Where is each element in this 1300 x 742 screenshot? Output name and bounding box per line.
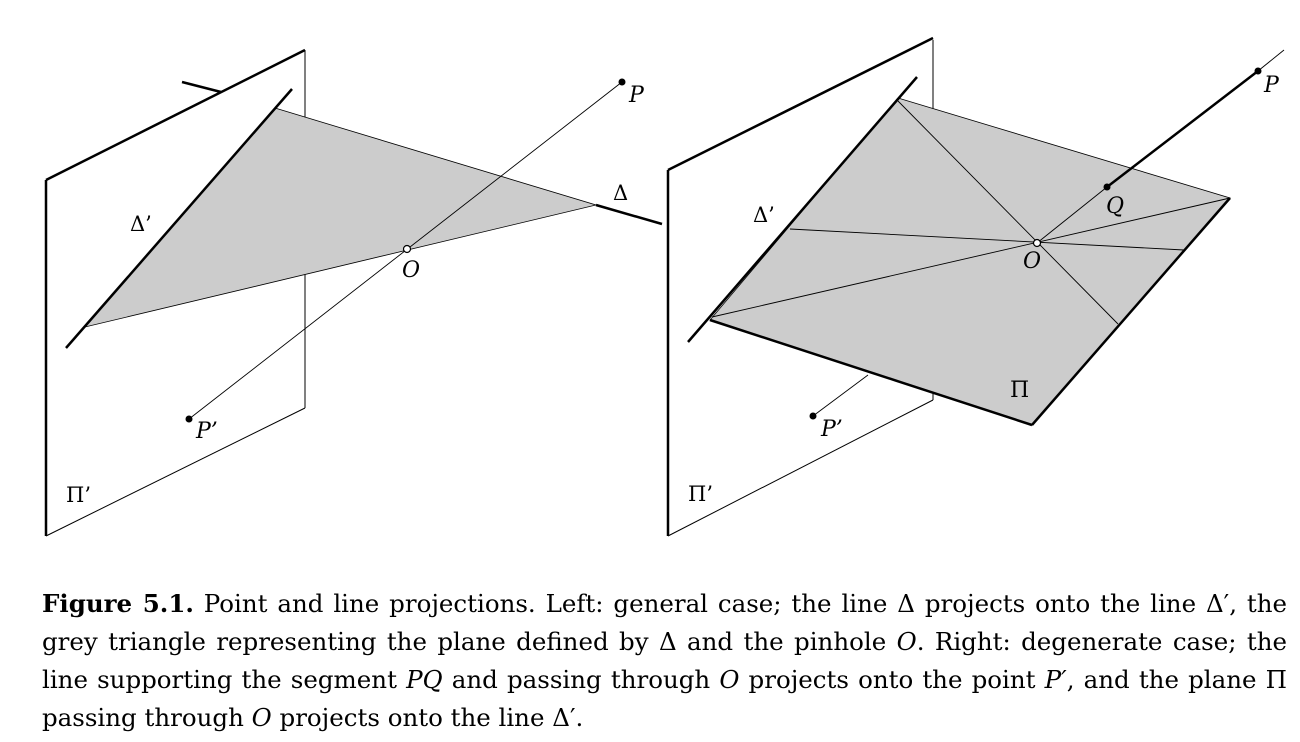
caption-label: Figure 5.1. — [42, 589, 194, 618]
caption-text-3: and passing through — [442, 665, 720, 694]
right-plane-pi-right-edge — [1031, 197, 1231, 426]
left-label-p-prime: P’ — [195, 419, 218, 444]
left-diagram: P P’ O Δ Δ’ Π’ — [44, 48, 663, 537]
figure-caption: Figure 5.1. Point and line projections. … — [42, 585, 1287, 737]
right-label-pi: Π — [1010, 378, 1029, 403]
left-label-delta: Δ — [613, 181, 628, 205]
left-pinhole-o — [402, 244, 412, 254]
left-label-pi-prime: Π’ — [66, 483, 91, 507]
right-plane-pi-bottom-edge — [709, 318, 1033, 427]
left-delta-prime-line — [65, 88, 293, 349]
left-image-plane-top-edge — [45, 48, 306, 182]
right-point-q — [1103, 183, 1111, 191]
left-image-plane-bottom-edge — [45, 407, 306, 537]
caption-symbol-o: O — [251, 703, 272, 732]
right-delta-prime-line — [687, 76, 918, 343]
caption-symbol-o: O — [719, 665, 740, 694]
right-segment-extension — [1257, 49, 1285, 72]
caption-symbol-p-prime: P′ — [1044, 665, 1067, 694]
caption-symbol-pq: PQ — [406, 665, 443, 694]
right-ray-to-p-prime — [812, 374, 869, 417]
right-diagram: P Q O P’ Π Δ’ Π’ — [666, 36, 1285, 537]
caption-text-1: Point and line projections. Left: genera… — [42, 589, 1287, 656]
left-label-o: O — [402, 258, 420, 283]
right-label-pi-prime: Π’ — [688, 482, 713, 506]
right-point-p — [1254, 67, 1262, 75]
right-plane-line-2 — [789, 228, 1185, 251]
right-plane-line-3 — [711, 197, 1231, 318]
right-point-p-prime — [809, 412, 817, 420]
right-label-p: P — [1263, 73, 1280, 98]
right-plane-pi — [709, 97, 1231, 426]
caption-text-4: projects onto the point — [739, 665, 1045, 694]
right-plane-line-4 — [1036, 186, 1108, 244]
left-label-delta-prime: Δ’ — [130, 212, 152, 236]
right-image-plane-top-edge — [667, 36, 934, 172]
caption-text-6: projects onto the line Δ′. — [271, 703, 584, 732]
left-label-p: P — [628, 83, 645, 108]
left-delta-line — [595, 203, 663, 226]
caption-text-2: . Right: degenerate case; the line suppo… — [42, 627, 1287, 694]
left-grey-plane-triangle — [83, 107, 598, 328]
right-label-o: O — [1023, 249, 1041, 274]
left-point-p — [618, 78, 626, 86]
right-label-p-prime: P’ — [820, 417, 843, 442]
right-label-q: Q — [1106, 194, 1124, 219]
projection-figure: P P’ O Δ Δ’ Π’ — [44, 36, 1285, 537]
right-image-plane-bottom-edge — [667, 399, 934, 537]
caption-symbol-o: O — [896, 627, 917, 656]
right-segment-pq — [1106, 70, 1259, 188]
left-image-plane-stub — [181, 80, 222, 94]
right-plane-line-1 — [897, 100, 1119, 325]
caption-text-5: , and the plane Π passing through — [42, 665, 1287, 732]
left-point-p-prime — [185, 415, 193, 423]
right-label-delta-prime: Δ’ — [753, 203, 775, 227]
right-pinhole-o — [1032, 238, 1042, 248]
